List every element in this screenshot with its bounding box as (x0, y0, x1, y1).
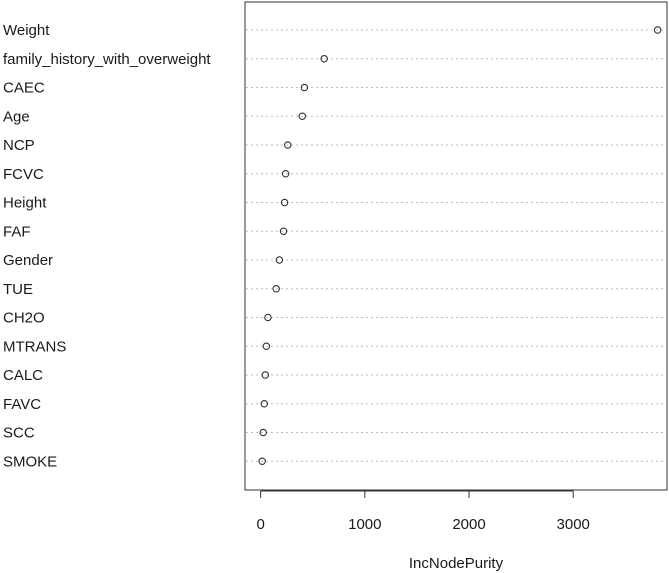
data-point (300, 83, 309, 92)
x-tick-label: 2000 (452, 516, 485, 533)
variable-label: NCP (3, 137, 35, 154)
variable-label: CAEC (3, 80, 45, 97)
variable-label: Weight (3, 22, 50, 39)
data-point (275, 256, 284, 264)
data-point (283, 141, 292, 149)
data-point (653, 26, 662, 34)
data-points (258, 26, 662, 465)
data-point (280, 198, 289, 207)
variable-label: CH2O (3, 310, 45, 327)
plot-frame (244, 1, 668, 491)
x-tick-label: 1000 (348, 516, 381, 533)
variable-label: FAF (3, 223, 31, 240)
data-point (261, 371, 270, 379)
data-point (279, 227, 288, 236)
data-point (258, 457, 266, 465)
variable-label: Height (3, 195, 47, 212)
data-point (320, 54, 328, 63)
variable-label: Age (3, 108, 30, 125)
x-axis-title: IncNodePurity (409, 555, 504, 572)
data-point (298, 112, 307, 121)
x-tick-label: 0 (256, 516, 264, 533)
variable-label: MTRANS (3, 338, 66, 355)
data-point (260, 399, 269, 408)
variable-label: SMOKE (3, 453, 57, 470)
x-tick-label: 3000 (557, 516, 590, 533)
data-point (264, 313, 272, 322)
variable-label: SCC (3, 425, 35, 442)
data-point (272, 284, 281, 293)
data-point (262, 342, 271, 350)
variable-label: FCVC (3, 166, 44, 183)
variable-label: FAVC (3, 396, 41, 413)
variable-label: Gender (3, 252, 53, 269)
variable-label: CALC (3, 367, 43, 384)
data-point (281, 170, 290, 178)
variable-label: TUE (3, 281, 33, 298)
variable-labels: Weight family_history_with_overweight CAEC… (3, 22, 211, 470)
data-point (259, 428, 267, 437)
variable-label: family_history_with_overweight (3, 51, 211, 68)
grid-lines (246, 29, 666, 462)
x-axis: 0 1000 2000 3000 (256, 490, 590, 533)
